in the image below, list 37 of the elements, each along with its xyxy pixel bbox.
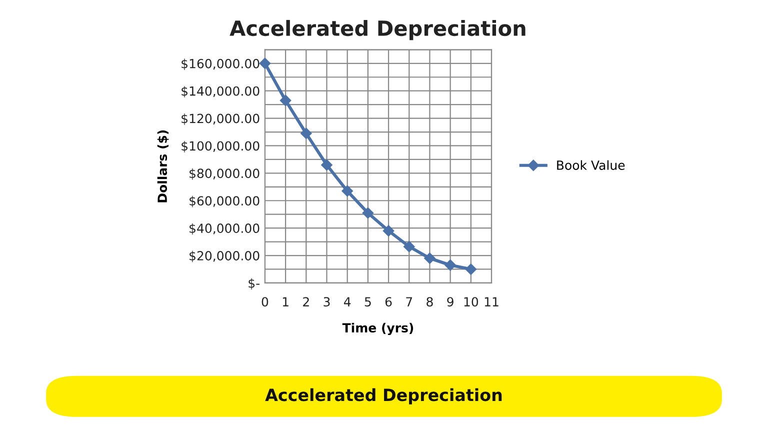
y-tick-label: $160,000.00 — [182, 58, 260, 70]
y-tick-label: $60,000.00 — [190, 196, 260, 208]
point — [321, 159, 332, 171]
y-tick-label: $40,000.00 — [190, 223, 260, 235]
point — [342, 185, 353, 197]
y-tick-label: $- — [248, 278, 260, 290]
y-axis-title: Dollars ($) — [157, 130, 169, 202]
point — [259, 58, 271, 70]
chart-title: Accelerated Depreciation — [230, 20, 526, 40]
point — [362, 207, 374, 219]
point — [424, 252, 436, 264]
point — [382, 225, 394, 236]
point — [280, 94, 292, 106]
y-tick-label: $100,000.00 — [182, 140, 260, 152]
point — [404, 240, 415, 252]
point — [444, 260, 456, 271]
text: Accelerated Depreciation — [265, 388, 502, 404]
x-tick-label: 9 — [447, 297, 454, 307]
x-tick-label: 2 — [303, 297, 309, 306]
x-tick-label: 11 — [484, 297, 498, 306]
point — [300, 128, 312, 139]
legend-label: Book Value — [557, 160, 625, 170]
x-tick-label: 0 — [262, 297, 268, 307]
x-tick-label: 8 — [426, 297, 433, 307]
x-axis-title: Time (yrs) — [342, 322, 414, 336]
y-tick-label: $120,000.00 — [182, 114, 260, 125]
y-tick-label: $140,000.00 — [182, 86, 260, 98]
y-tick-label: $20,000.00 — [190, 250, 260, 262]
x-tick-label: 5 — [364, 297, 371, 307]
x-tick-label: 7 — [406, 297, 412, 306]
x-tick-label: 1 — [282, 297, 288, 306]
y-tick-label: $80,000.00 — [190, 168, 260, 180]
point — [465, 264, 477, 275]
x-tick-label: 10 — [464, 297, 478, 307]
x-tick-label: 4 — [344, 297, 351, 306]
x-tick-label: 3 — [324, 297, 330, 307]
x-tick-label: 6 — [385, 297, 392, 307]
